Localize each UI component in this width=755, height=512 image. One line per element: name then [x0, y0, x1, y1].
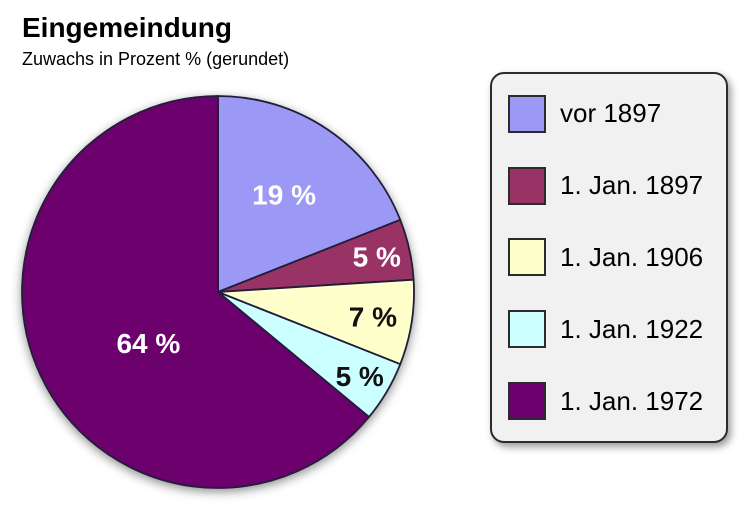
- legend-swatch-icon: [508, 94, 546, 133]
- legend-label: 1. Jan. 1897: [560, 170, 704, 201]
- legend-label: 1. Jan. 1922: [560, 313, 704, 344]
- legend: vor 1897 1. Jan. 1897 1. Jan. 1906 1. Ja…: [490, 72, 728, 443]
- legend-swatch-icon: [508, 310, 546, 349]
- slice-percent-label: 5 %: [353, 242, 401, 273]
- legend-label: 1. Jan. 1972: [560, 385, 704, 416]
- pie-slice-4: [21, 95, 370, 489]
- chart-header: Eingemeindung Zuwachs in Prozent % (geru…: [22, 12, 289, 70]
- legend-swatch-icon: [508, 166, 546, 205]
- legend-item-1972: 1. Jan. 1972: [508, 382, 720, 421]
- legend-item-1906: 1. Jan. 1906: [508, 238, 720, 277]
- legend-item-vor-1897: vor 1897: [508, 94, 720, 133]
- legend-item-1922: 1. Jan. 1922: [508, 310, 720, 349]
- legend-label: 1. Jan. 1906: [560, 241, 704, 272]
- slice-percent-label: 19 %: [252, 180, 316, 211]
- slice-percent-label: 7 %: [349, 302, 397, 333]
- slice-percent-label: 64 %: [116, 328, 180, 359]
- pie-slice-0: [217, 95, 402, 293]
- legend-swatch-icon: [508, 382, 546, 421]
- legend-item-1897: 1. Jan. 1897: [508, 166, 720, 205]
- slice-percent-label: 5 %: [336, 361, 384, 392]
- chart-title: Eingemeindung: [22, 12, 232, 43]
- chart-subtitle: Zuwachs in Prozent % (gerundet): [22, 49, 290, 70]
- legend-swatch-icon: [508, 238, 546, 277]
- legend-label: vor 1897: [560, 98, 662, 129]
